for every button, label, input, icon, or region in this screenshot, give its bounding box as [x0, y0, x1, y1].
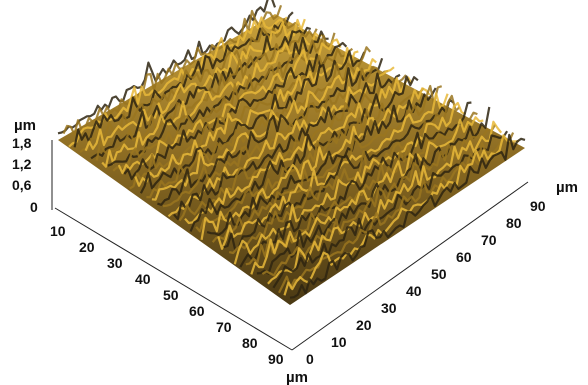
- z-tick-1-2: 1,2: [12, 156, 32, 172]
- x-axis-unit-label: µm: [286, 369, 308, 385]
- surface-ridge: [129, 47, 354, 190]
- surface-ridge: [256, 106, 491, 275]
- z-tick-0: 0: [30, 199, 38, 215]
- y-tick-50: 50: [431, 266, 447, 282]
- z-tick-0-6: 0,6: [12, 177, 32, 193]
- surface-ridge: [95, 28, 318, 161]
- surface-ridge: [62, 4, 283, 136]
- y-tick-80: 80: [506, 215, 522, 231]
- y-axis: 0 10 20 30 40 50 60 70 80 90 µm: [291, 179, 578, 367]
- surface-ridge: [157, 57, 384, 206]
- x-tick-90: 90: [268, 351, 284, 367]
- y-tick-20: 20: [356, 317, 372, 333]
- y-tick-40: 40: [406, 283, 422, 299]
- z-axis: µm 1,8 1,2 0,6 0: [12, 117, 53, 215]
- y-tick-0: 0: [306, 351, 314, 367]
- x-tick-40: 40: [135, 271, 151, 287]
- x-axis-line: [54, 207, 293, 351]
- surface-ridge: [261, 124, 497, 277]
- surface-ridge: [239, 101, 472, 268]
- surface-ridge: [184, 76, 413, 225]
- surface-ridge: [250, 116, 484, 275]
- x-axis: 10 20 30 40 50 60 70 80 90 µm: [50, 207, 308, 385]
- z-axis-unit-label: µm: [14, 117, 36, 134]
- surface-ridge: [68, 16, 288, 148]
- surface-ridge: [206, 87, 437, 236]
- surface-ridge: [228, 94, 461, 255]
- x-tick-50: 50: [163, 287, 179, 303]
- surface-ridge: [79, 17, 300, 154]
- x-tick-20: 20: [79, 239, 95, 255]
- surface-ridge: [84, 18, 306, 152]
- surface-ridges: [57, 0, 526, 299]
- surface-ridge: [272, 130, 509, 289]
- surface-ridge: [283, 134, 520, 296]
- y-axis-unit-label: µm: [556, 179, 578, 196]
- x-tick-60: 60: [189, 303, 205, 319]
- surface-ridge: [173, 72, 401, 221]
- surface: [57, 0, 526, 305]
- surface-ridge: [123, 41, 348, 181]
- z-tick-1-8: 1,8: [12, 135, 32, 151]
- y-tick-60: 60: [456, 249, 472, 265]
- surface-ridge: [223, 98, 455, 251]
- surface-ridge: [217, 92, 449, 250]
- x-tick-70: 70: [216, 319, 232, 335]
- x-tick-30: 30: [107, 255, 123, 271]
- y-tick-10: 10: [331, 334, 347, 350]
- x-tick-80: 80: [242, 335, 258, 351]
- surface-ridge: [289, 133, 526, 299]
- y-tick-30: 30: [381, 300, 397, 316]
- y-tick-70: 70: [481, 232, 497, 248]
- y-axis-line: [291, 181, 529, 351]
- x-tick-10: 10: [50, 223, 66, 239]
- surface-ridge: [112, 32, 336, 172]
- surface-ridge: [101, 32, 324, 168]
- y-tick-90: 90: [530, 198, 546, 214]
